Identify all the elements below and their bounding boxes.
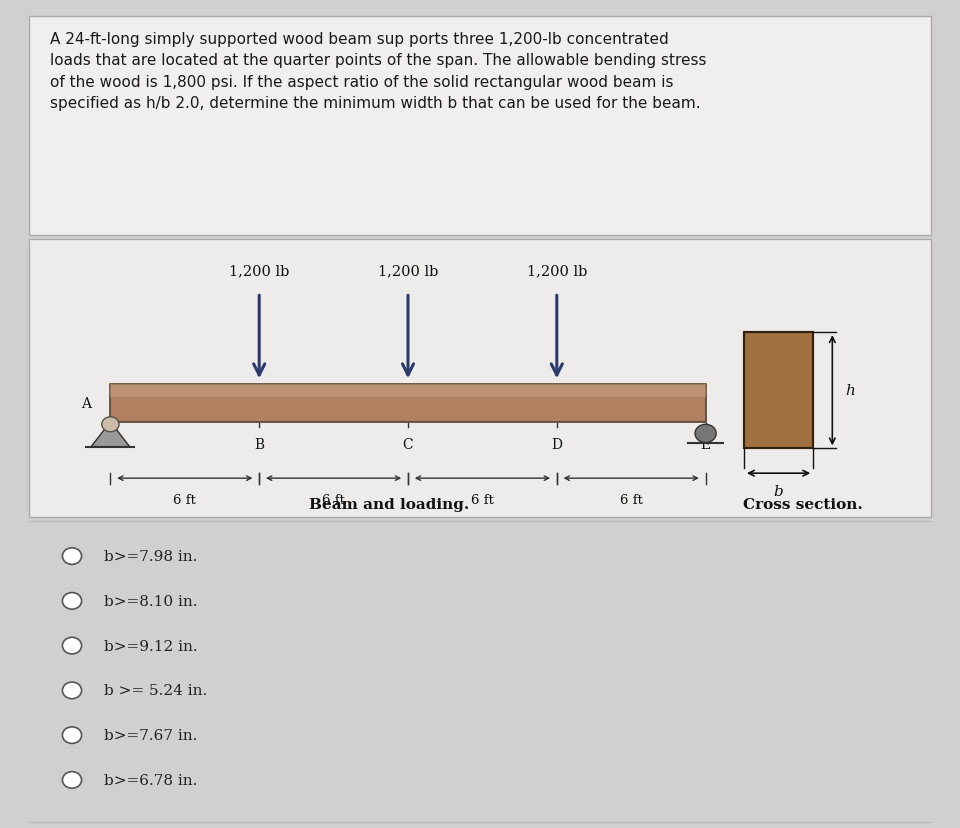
Text: b >= 5.24 in.: b >= 5.24 in. bbox=[104, 684, 207, 697]
Circle shape bbox=[62, 593, 82, 609]
Text: A 24-ft-long simply supported wood beam sup ports three 1,200-lb concentrated
lo: A 24-ft-long simply supported wood beam … bbox=[50, 31, 707, 111]
Circle shape bbox=[62, 772, 82, 788]
Circle shape bbox=[62, 638, 82, 654]
Text: h: h bbox=[846, 384, 855, 397]
Text: 1,200 lb: 1,200 lb bbox=[229, 264, 289, 278]
Text: Cross section.: Cross section. bbox=[743, 498, 862, 512]
Text: b>=7.67 in.: b>=7.67 in. bbox=[104, 729, 197, 742]
Text: 6 ft: 6 ft bbox=[323, 493, 345, 507]
Polygon shape bbox=[91, 422, 130, 447]
Circle shape bbox=[695, 425, 716, 443]
Bar bbox=[29, 17, 931, 236]
Bar bbox=[110, 385, 706, 397]
Text: 1,200 lb: 1,200 lb bbox=[378, 264, 438, 278]
Bar bbox=[110, 384, 706, 422]
Text: E: E bbox=[701, 437, 710, 451]
Circle shape bbox=[102, 417, 119, 432]
Text: 1,200 lb: 1,200 lb bbox=[527, 264, 587, 278]
Bar bbox=[744, 333, 813, 449]
Text: A: A bbox=[82, 397, 91, 410]
Text: b: b bbox=[774, 484, 783, 498]
Text: B: B bbox=[254, 437, 264, 451]
Text: b>=8.10 in.: b>=8.10 in. bbox=[104, 595, 197, 608]
Text: 6 ft: 6 ft bbox=[174, 493, 196, 507]
Circle shape bbox=[62, 548, 82, 565]
Text: 6 ft: 6 ft bbox=[471, 493, 493, 507]
Circle shape bbox=[62, 727, 82, 744]
Text: D: D bbox=[551, 437, 563, 451]
Bar bbox=[29, 240, 931, 518]
Text: 6 ft: 6 ft bbox=[620, 493, 642, 507]
Text: C: C bbox=[402, 437, 414, 451]
Text: b>=6.78 in.: b>=6.78 in. bbox=[104, 773, 197, 787]
Text: b>=9.12 in.: b>=9.12 in. bbox=[104, 639, 198, 652]
Bar bbox=[744, 333, 813, 449]
Text: Beam and loading.: Beam and loading. bbox=[309, 498, 468, 512]
Text: b>=7.98 in.: b>=7.98 in. bbox=[104, 550, 197, 563]
Circle shape bbox=[62, 682, 82, 699]
